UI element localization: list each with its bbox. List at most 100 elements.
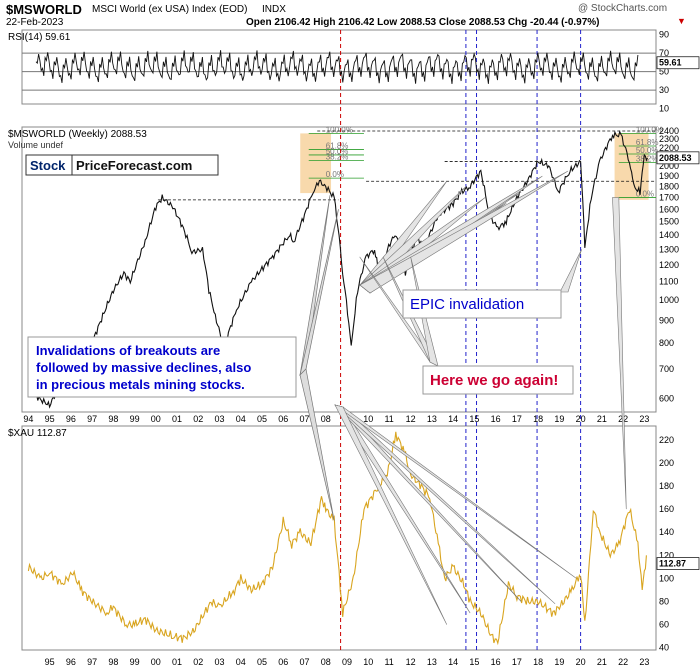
x-tick-top: 10 xyxy=(363,414,373,424)
x-tick-bottom: 04 xyxy=(236,657,246,667)
x-tick-bottom: 01 xyxy=(172,657,182,667)
logo-priceforecast: PriceForecast.com xyxy=(76,158,192,173)
msworld-y-tick: 2000 xyxy=(659,161,679,171)
x-tick-bottom: 17 xyxy=(512,657,522,667)
x-tick-top: 12 xyxy=(406,414,416,424)
x-tick-bottom: 03 xyxy=(215,657,225,667)
x-tick-top: 06 xyxy=(278,414,288,424)
x-tick-bottom: 23 xyxy=(639,657,649,667)
chart-symbol: $MSWORLD xyxy=(6,2,82,17)
x-tick-top: 07 xyxy=(299,414,309,424)
msworld-y-tick: 800 xyxy=(659,338,674,348)
callout-invalidations-box xyxy=(27,336,297,398)
x-tick-bottom: 15 xyxy=(469,657,479,667)
x-tick-top: 08 xyxy=(321,414,331,424)
callout-pointer xyxy=(334,404,448,625)
fib-label-2007: 0.0% xyxy=(326,170,344,179)
x-tick-bottom: 07 xyxy=(299,657,309,667)
msworld-y-tick: 1300 xyxy=(659,244,679,254)
x-tick-bottom: 11 xyxy=(384,657,393,667)
callout-epic-invalidation: EPIC invalidation xyxy=(410,296,524,313)
chart-date: 22-Feb-2023 xyxy=(6,17,64,28)
xau-y-tick: 80 xyxy=(659,597,669,607)
fib-label-2007: 61.8% xyxy=(326,142,349,151)
x-tick-bottom: 14 xyxy=(448,657,458,667)
x-tick-bottom: 19 xyxy=(554,657,564,667)
x-tick-top: 98 xyxy=(108,414,118,424)
xau-y-tick: 180 xyxy=(659,481,674,491)
xau-y-tick: 140 xyxy=(659,527,674,537)
callout-epic-box xyxy=(402,289,562,319)
callout-pointer xyxy=(299,368,335,521)
rsi-y-tick: 30 xyxy=(659,85,669,95)
chg-down-arrow: ▼ xyxy=(677,16,686,26)
rsi-last-value-badge: 59.61 xyxy=(659,58,682,68)
fib-label-2007: 38.2% xyxy=(326,152,349,161)
msworld-last-value-badge: 2088.53 xyxy=(659,153,692,163)
x-tick-top: 18 xyxy=(533,414,543,424)
x-tick-bottom: 09 xyxy=(342,657,352,667)
callout-here-we-go-again: Here we go again! xyxy=(430,372,558,389)
msworld-y-tick: 1900 xyxy=(659,171,679,181)
x-tick-top: 04 xyxy=(236,414,246,424)
x-tick-top: 21 xyxy=(597,414,607,424)
xau-price-line xyxy=(27,431,647,646)
x-tick-bottom: 06 xyxy=(278,657,288,667)
x-tick-bottom: 20 xyxy=(576,657,586,667)
x-tick-bottom: 10 xyxy=(363,657,373,667)
fib-box-2007 xyxy=(300,133,332,194)
x-tick-bottom: 12 xyxy=(406,657,416,667)
xau-y-tick: 100 xyxy=(659,573,674,583)
rsi-y-tick: 70 xyxy=(659,48,669,58)
msworld-y-tick: 700 xyxy=(659,364,674,374)
msworld-y-tick: 1700 xyxy=(659,193,679,203)
rsi-title: RSI(14) 59.61 xyxy=(8,32,71,43)
x-tick-top: 11 xyxy=(384,414,393,424)
x-tick-top: 16 xyxy=(491,414,501,424)
msworld-subtitle: Volume undef xyxy=(8,140,64,150)
fib-label-2022: 0.0% xyxy=(636,190,654,199)
chart-index-name: MSCI World (ex USA) Index (EOD) xyxy=(92,4,248,15)
msworld-y-tick: 1600 xyxy=(659,204,679,214)
x-tick-bottom: 96 xyxy=(66,657,76,667)
msworld-y-tick: 1500 xyxy=(659,217,679,227)
msworld-y-tick: 1000 xyxy=(659,295,679,305)
x-tick-top: 14 xyxy=(448,414,458,424)
x-tick-top: 97 xyxy=(87,414,97,424)
xau-y-tick: 220 xyxy=(659,435,674,445)
msworld-y-tick: 900 xyxy=(659,315,674,325)
x-tick-top: 03 xyxy=(215,414,225,424)
x-tick-top: 19 xyxy=(554,414,564,424)
msworld-last-value-badge-box xyxy=(656,151,700,165)
msworld-y-tick: 2300 xyxy=(659,134,679,144)
x-tick-bottom: 16 xyxy=(491,657,501,667)
msworld-y-tick: 600 xyxy=(659,394,674,404)
rsi-y-tick: 10 xyxy=(659,104,669,114)
x-tick-bottom: 02 xyxy=(193,657,203,667)
msworld-y-tick: 1400 xyxy=(659,230,679,240)
rsi-last-value-badge-box xyxy=(656,56,700,70)
x-tick-top: 13 xyxy=(427,414,437,424)
x-tick-bottom: 13 xyxy=(427,657,437,667)
xau-panel-frame xyxy=(21,425,657,651)
x-tick-top: 94 xyxy=(23,414,33,424)
xau-title: $XAU 112.87 xyxy=(8,428,67,439)
chart-quote-line: Open 2106.42 High 2106.42 Low 2088.53 Cl… xyxy=(246,17,600,28)
msworld-y-tick: 2200 xyxy=(659,143,679,153)
msworld-y-tick: 1100 xyxy=(659,277,678,287)
x-tick-top: 00 xyxy=(151,414,161,424)
fib-label-2007: 50.0% xyxy=(326,147,349,156)
x-tick-top: 96 xyxy=(66,414,76,424)
x-tick-top: 02 xyxy=(193,414,203,424)
rsi-y-tick: 50 xyxy=(659,67,669,77)
x-tick-top: 20 xyxy=(576,414,586,424)
callout-here-box xyxy=(422,365,574,395)
xau-y-tick: 120 xyxy=(659,550,674,560)
xau-y-tick: 160 xyxy=(659,504,674,514)
x-tick-top: 23 xyxy=(639,414,649,424)
x-tick-bottom: 18 xyxy=(533,657,543,667)
rsi-series-line xyxy=(35,50,639,84)
fib-label-2022: 50.0% xyxy=(636,146,659,155)
x-tick-top: 17 xyxy=(512,414,522,424)
